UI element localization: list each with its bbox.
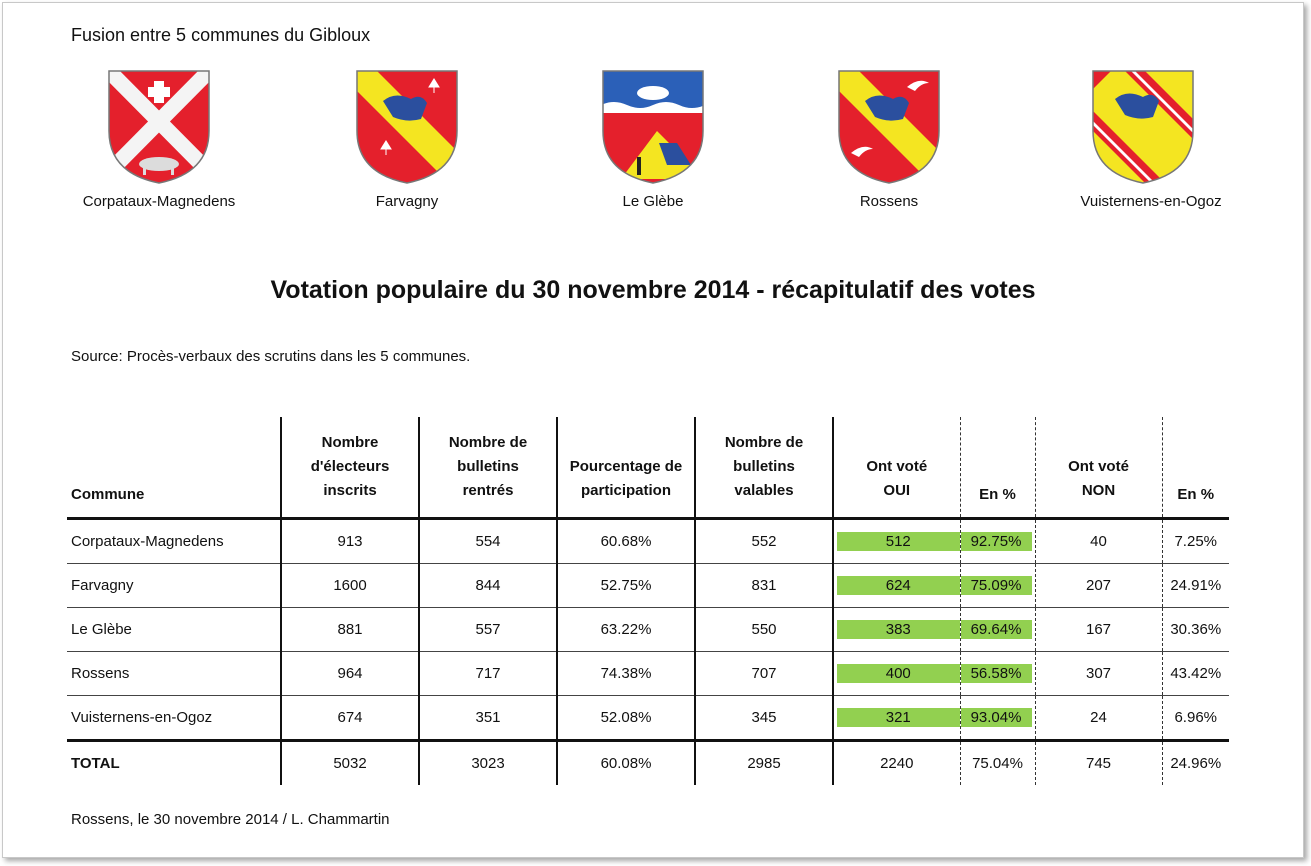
cell-inscrits: 1600 xyxy=(280,563,419,608)
cell-oui: 400 xyxy=(832,651,960,696)
cell-non: 207 xyxy=(1034,563,1162,608)
cell-commune: Le Glèbe xyxy=(67,607,281,652)
cell-oui-pct-highlight: 93.04% xyxy=(960,708,1032,727)
cell-oui-pct-highlight: 56.58% xyxy=(960,664,1032,683)
cell-commune: Farvagny xyxy=(67,563,281,608)
total-label: TOTAL xyxy=(71,755,120,772)
cell-oui: 321 xyxy=(832,695,960,742)
source-note: Source: Procès-verbaux des scrutins dans… xyxy=(71,348,471,365)
header-rentres: Nombre de bulletins rentrés xyxy=(418,417,557,520)
table-row: Vuisternens-en-Ogoz 674 351 52.08% 345 321 93.… xyxy=(67,695,1229,742)
header-non: Ont voté NON xyxy=(1034,417,1162,520)
cell-oui-highlight: 512 xyxy=(837,532,960,551)
cell-oui-highlight: 400 xyxy=(837,664,960,683)
votes-table: Commune Nombre d'électeurs inscrits Nombre… xyxy=(67,417,1229,785)
cell-non: 167 xyxy=(1034,607,1162,652)
header-commune: Commune xyxy=(67,417,281,520)
total-rentres: 3023 xyxy=(418,740,557,785)
cell-oui-highlight: 321 xyxy=(837,708,960,727)
cell-participation: 63.22% xyxy=(556,607,695,652)
header-oui-pct: En % xyxy=(959,417,1035,520)
cell-commune: Corpataux-Magnedens xyxy=(67,518,281,564)
table-header-row: Commune Nombre d'électeurs inscrits Nombre… xyxy=(67,417,1229,520)
cell-commune: Rossens xyxy=(67,651,281,696)
total-non: 745 xyxy=(1034,740,1162,785)
table-row: Le Glèbe 881 557 63.22% 550 383 69.64% 167 30.36… xyxy=(67,607,1229,652)
document-subtitle: Fusion entre 5 communes du Gibloux xyxy=(71,25,371,45)
cell-oui-pct: 92.75% xyxy=(959,518,1035,564)
total-inscrits: 5032 xyxy=(280,740,419,785)
header-non-pct: En % xyxy=(1161,417,1229,520)
total-row: TOTAL 5032 3023 60.08% 2985 2240 75.04% … xyxy=(67,740,1229,785)
cell-rentres: 351 xyxy=(418,695,557,742)
cell-valables: 550 xyxy=(694,607,833,652)
cell-non: 307 xyxy=(1034,651,1162,696)
total-non-pct: 24.96% xyxy=(1161,740,1229,785)
cell-inscrits: 964 xyxy=(280,651,419,696)
total-valables: 2985 xyxy=(694,740,833,785)
cell-valables: 831 xyxy=(694,563,833,608)
footer-signature: Rossens, le 30 novembre 2014 / L. Chamma… xyxy=(71,811,390,828)
cell-participation: 52.75% xyxy=(556,563,695,608)
header-participation: Pourcentage de participation xyxy=(556,417,695,520)
corpataux-magnedens-coat-of-arms xyxy=(108,70,210,184)
header-oui: Ont voté OUI xyxy=(832,417,960,520)
cell-non: 24 xyxy=(1034,695,1162,742)
cell-inscrits: 881 xyxy=(280,607,419,652)
cell-non: 40 xyxy=(1034,518,1162,564)
cell-rentres: 844 xyxy=(418,563,557,608)
cell-valables: 707 xyxy=(694,651,833,696)
header-inscrits: Nombre d'électeurs inscrits xyxy=(280,417,419,520)
cell-non-pct: 7.25% xyxy=(1161,518,1229,564)
cell-oui-pct: 56.58% xyxy=(959,651,1035,696)
cell-oui: 512 xyxy=(832,518,960,564)
cell-non-pct: 6.96% xyxy=(1161,695,1229,742)
total-oui: 2240 xyxy=(832,740,960,785)
main-title: Votation populaire du 30 novembre 2014 -… xyxy=(270,276,1036,304)
cell-rentres: 557 xyxy=(418,607,557,652)
cell-oui-highlight: 383 xyxy=(837,620,960,639)
coat-label-le-glebe: Le Glèbe xyxy=(622,193,684,210)
table-row: Corpataux-Magnedens 913 554 60.68% 552 512 92.… xyxy=(67,518,1229,564)
coat-label-corpataux-magnedens: Corpataux-Magnedens xyxy=(82,193,236,210)
cell-non-pct: 30.36% xyxy=(1161,607,1229,652)
farvagny-coat-of-arms xyxy=(356,70,458,184)
cell-oui-pct-highlight: 92.75% xyxy=(960,532,1032,551)
cell-participation: 74.38% xyxy=(556,651,695,696)
cell-participation: 52.08% xyxy=(556,695,695,742)
table-row: Farvagny 1600 844 52.75% 831 624 75.09% 207 24.9… xyxy=(67,563,1229,608)
header-valables: Nombre de bulletins valables xyxy=(694,417,833,520)
cell-inscrits: 674 xyxy=(280,695,419,742)
cell-rentres: 717 xyxy=(418,651,557,696)
cell-oui-pct: 75.09% xyxy=(959,563,1035,608)
cell-oui-pct: 69.64% xyxy=(959,607,1035,652)
total-oui-pct: 75.04% xyxy=(959,740,1035,785)
coat-label-farvagny: Farvagny xyxy=(375,193,439,210)
cell-commune: Vuisternens-en-Ogoz xyxy=(67,695,281,742)
cell-oui-pct-highlight: 69.64% xyxy=(960,620,1032,639)
rossens-coat-of-arms xyxy=(838,70,940,184)
cell-oui-highlight: 624 xyxy=(837,576,960,595)
le-glebe-coat-of-arms xyxy=(602,70,704,184)
coat-label-rossens: Rossens xyxy=(859,193,919,210)
cell-inscrits: 913 xyxy=(280,518,419,564)
cell-oui: 624 xyxy=(832,563,960,608)
cell-oui: 383 xyxy=(832,607,960,652)
table-row: Rossens 964 717 74.38% 707 400 56.58% 307 43.42% xyxy=(67,651,1229,696)
cell-oui-pct: 93.04% xyxy=(959,695,1035,742)
cell-oui-pct-highlight: 75.09% xyxy=(960,576,1032,595)
cell-participation: 60.68% xyxy=(556,518,695,564)
cell-valables: 552 xyxy=(694,518,833,564)
coat-label-vuisternens-en-ogoz: Vuisternens-en-Ogoz xyxy=(1080,193,1222,210)
cell-rentres: 554 xyxy=(418,518,557,564)
cell-non-pct: 43.42% xyxy=(1161,651,1229,696)
total-participation: 60.08% xyxy=(556,740,695,785)
vuisternens-en-ogoz-coat-of-arms xyxy=(1092,70,1194,184)
cell-valables: 345 xyxy=(694,695,833,742)
cell-non-pct: 24.91% xyxy=(1161,563,1229,608)
